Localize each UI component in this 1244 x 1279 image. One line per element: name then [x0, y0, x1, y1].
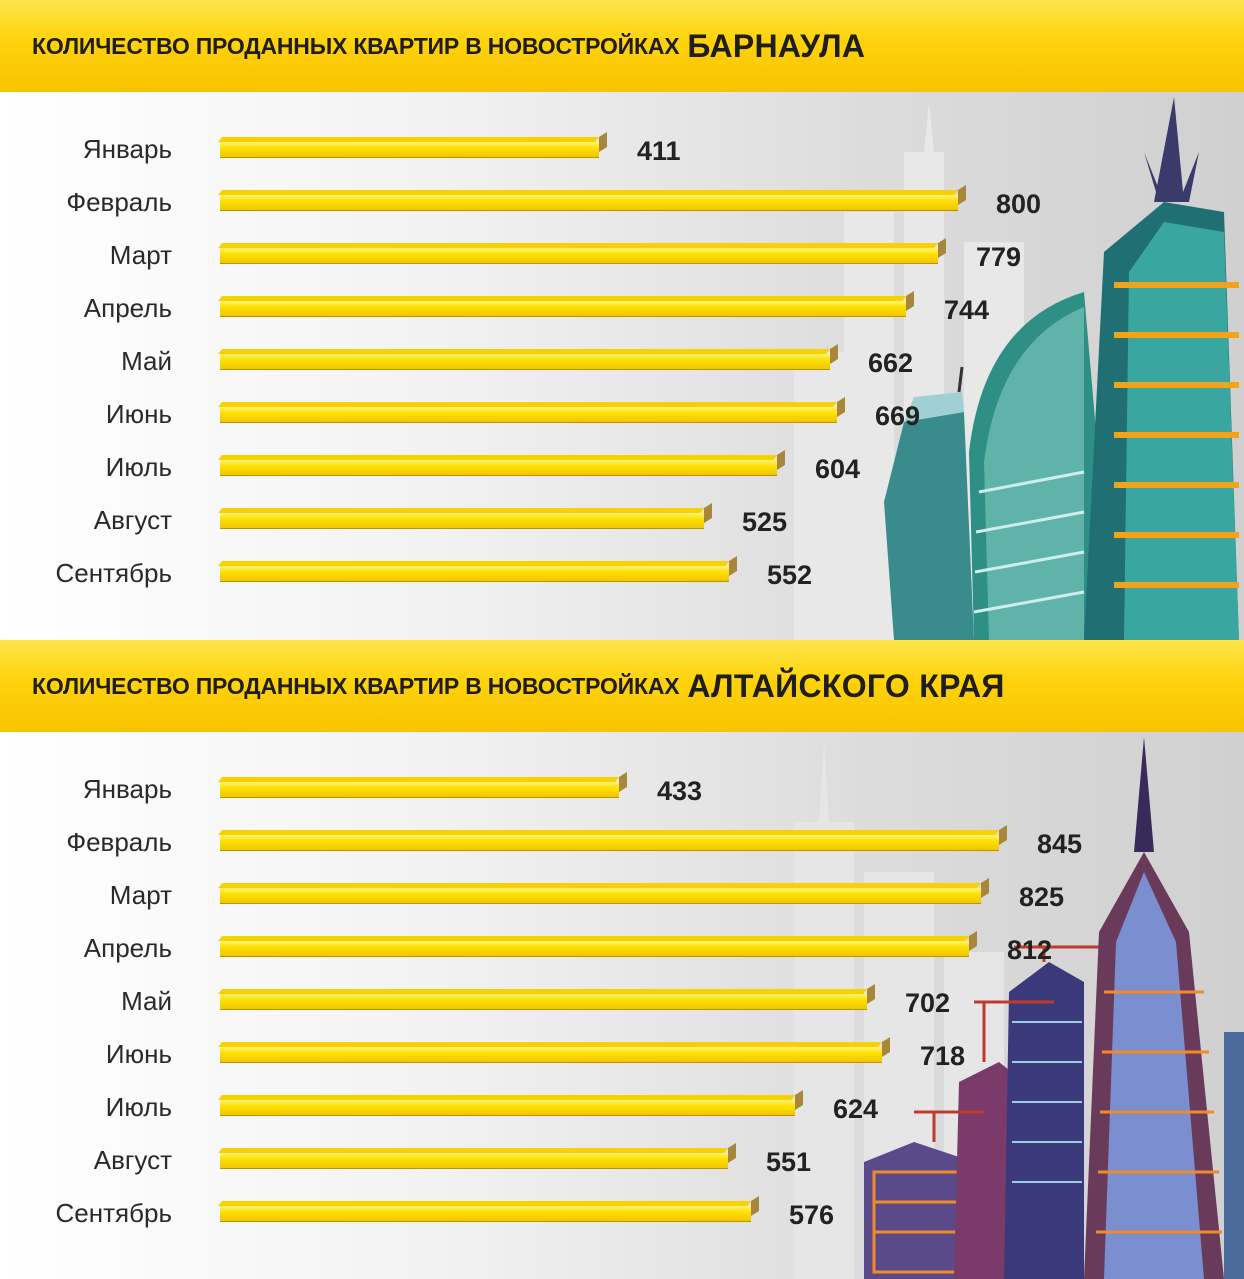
value-label: 825	[1019, 882, 1065, 912]
value-label: 845	[1037, 829, 1083, 859]
category-label: Апрель	[83, 933, 172, 963]
category-label: Март	[109, 880, 172, 910]
bar	[220, 835, 999, 850]
category-label: Сентябрь	[55, 558, 172, 588]
category-label: Май	[121, 986, 172, 1016]
category-label: Январь	[82, 134, 172, 164]
bar-row: Июнь 669	[0, 399, 1244, 431]
chart-2-title-highlight: АЛТАЙСКОГО КРАЯ	[687, 667, 1005, 704]
category-label: Июнь	[105, 399, 172, 429]
value-label: 624	[833, 1094, 879, 1124]
bar-row: Март 779	[0, 240, 1244, 272]
category-label: Февраль	[66, 827, 172, 857]
category-label: Сентябрь	[55, 1198, 172, 1228]
chart-1-title-prefix: КОЛИЧЕСТВО ПРОДАННЫХ КВАРТИР В НОВОСТРОЙ…	[32, 32, 680, 59]
bar-row: Сентябрь 552	[0, 558, 1244, 590]
chart-2-title: КОЛИЧЕСТВО ПРОДАННЫХ КВАРТИР В НОВОСТРОЙ…	[32, 640, 1005, 732]
value-label: 576	[789, 1200, 835, 1230]
value-label: 662	[868, 348, 914, 378]
category-label: Май	[121, 346, 172, 376]
bar-row: Сентябрь 576	[0, 1198, 1244, 1230]
bar	[220, 941, 969, 956]
bar	[220, 460, 777, 475]
bar	[220, 301, 906, 316]
value-label: 812	[1007, 935, 1053, 965]
chart-1-title: КОЛИЧЕСТВО ПРОДАННЫХ КВАРТИР В НОВОСТРОЙ…	[32, 0, 865, 92]
bar	[220, 248, 938, 263]
chart-2-title-prefix: КОЛИЧЕСТВО ПРОДАННЫХ КВАРТИР В НОВОСТРОЙ…	[32, 672, 680, 699]
category-label: Август	[93, 505, 172, 535]
bar-row: Май 702	[0, 986, 1244, 1018]
value-label: 702	[905, 988, 951, 1018]
bar	[220, 513, 704, 528]
category-label: Апрель	[83, 293, 172, 323]
bar-row: Январь 433	[0, 774, 1244, 806]
value-label: 744	[944, 295, 990, 325]
bar	[220, 888, 981, 903]
bar	[220, 566, 729, 581]
value-label: 551	[766, 1147, 812, 1177]
value-label: 433	[657, 776, 703, 806]
bar	[220, 195, 958, 210]
bar-row: Апрель 812	[0, 933, 1244, 965]
bar-row: Апрель 744	[0, 293, 1244, 325]
bar-row: Февраль 845	[0, 827, 1244, 859]
bar	[220, 1206, 751, 1221]
bar-row: Июль 624	[0, 1092, 1244, 1124]
bar	[220, 1100, 795, 1115]
category-label: Февраль	[66, 187, 172, 217]
bar	[220, 407, 837, 422]
chart-1-title-highlight: БАРНАУЛА	[687, 27, 866, 64]
chart-2-panel: Январь 433 Февраль 845 Март 825 Апрель 812 Май 70…	[0, 732, 1244, 1279]
bar-row: Май 662	[0, 346, 1244, 378]
bar	[220, 782, 619, 797]
category-label: Январь	[82, 774, 172, 804]
value-label: 779	[976, 242, 1022, 272]
chart-1-banner: КОЛИЧЕСТВО ПРОДАННЫХ КВАРТИР В НОВОСТРОЙ…	[0, 0, 1244, 92]
value-label: 800	[996, 189, 1042, 219]
bar-row: Февраль 800	[0, 187, 1244, 219]
glass-skyscrapers-icon	[794, 97, 1239, 640]
bar	[220, 994, 867, 1009]
chart-1-panel: Январь 411 Февраль 800 Март 779 Апрель 744 Май 66…	[0, 92, 1244, 640]
value-label: 669	[875, 401, 921, 431]
bar-row: Март 825	[0, 880, 1244, 912]
category-label: Июнь	[105, 1039, 172, 1069]
bar	[220, 354, 830, 369]
value-label: 411	[637, 136, 681, 166]
bar-row: Июль 604	[0, 452, 1244, 484]
category-label: Август	[93, 1145, 172, 1175]
category-label: Март	[109, 240, 172, 270]
category-label: Июль	[105, 452, 172, 482]
value-label: 604	[815, 454, 861, 484]
bar-row: Август 525	[0, 505, 1244, 537]
bar-row: Январь 411	[0, 134, 1244, 166]
bar	[220, 1153, 728, 1168]
category-label: Июль	[105, 1092, 172, 1122]
bar-row: Август 551	[0, 1145, 1244, 1177]
value-label: 718	[920, 1041, 966, 1071]
bar	[220, 142, 599, 157]
value-label: 552	[767, 560, 813, 590]
value-label: 525	[742, 507, 788, 537]
chart-2-banner: КОЛИЧЕСТВО ПРОДАННЫХ КВАРТИР В НОВОСТРОЙ…	[0, 640, 1244, 732]
bar-row: Июнь 718	[0, 1039, 1244, 1071]
bar	[220, 1047, 882, 1062]
